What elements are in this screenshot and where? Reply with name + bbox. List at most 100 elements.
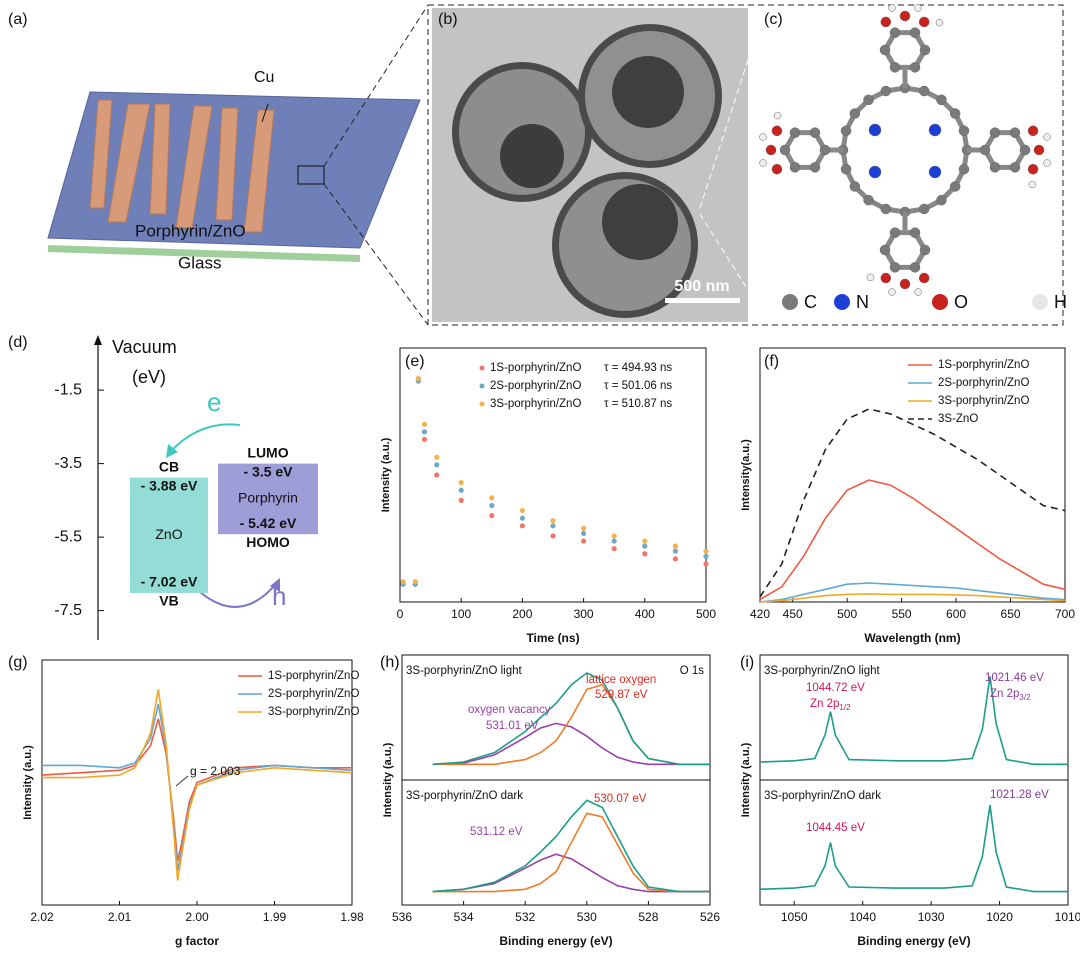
data-point: [672, 543, 679, 549]
atom: [1033, 144, 1045, 156]
x-axis-label: Time (ns): [526, 631, 579, 645]
x-tick-label: 2.02: [30, 910, 54, 924]
atom: [1043, 133, 1051, 141]
annotation: 1044.45 eV: [806, 822, 865, 834]
hole-label: h: [272, 581, 286, 611]
scale-bar: [665, 298, 740, 303]
substrate-label: Glass: [178, 253, 221, 272]
band-value: - 5.42 eV: [240, 515, 297, 531]
molecule: [759, 4, 1051, 296]
data-point: [489, 502, 495, 509]
data-point: [421, 436, 428, 443]
atom: [958, 163, 970, 175]
arrowhead: [166, 444, 178, 458]
atom: [819, 144, 831, 156]
series-line: [41, 718, 352, 862]
data-point: [400, 579, 406, 585]
data-point: [642, 551, 648, 557]
atom: [779, 144, 791, 156]
x-tick-label: 600: [946, 607, 966, 621]
atom: [1027, 163, 1039, 175]
atom: [899, 10, 911, 22]
series-line: [432, 853, 710, 893]
legend-lifetime: τ = 510.87 ns: [604, 398, 672, 410]
x-tick-label: 100: [451, 607, 471, 621]
subplot-title: 3S-porphyrin/ZnO dark: [764, 790, 881, 802]
atom: [849, 108, 861, 119]
x-axis-label: g factor: [175, 934, 219, 948]
legend-atom: [782, 294, 798, 310]
data-point: [519, 507, 526, 514]
legend-text: 3S-porphyrin/ZnO: [490, 398, 581, 410]
electrode-label: Cu: [254, 69, 274, 86]
legend-text: 1S-porphyrin/ZnO: [938, 359, 1029, 371]
atom: [773, 111, 782, 120]
axis-arrow: [94, 335, 102, 345]
atom: [759, 159, 767, 167]
y-axis-label: Intensity (a.u.): [380, 437, 392, 512]
atom: [1028, 180, 1037, 189]
atom: [909, 27, 921, 38]
atom: [765, 144, 777, 156]
annotation-arrow: [175, 775, 189, 787]
panel-label: (d): [8, 334, 28, 351]
legend-text: 1S-porphyrin/ZnO: [490, 362, 581, 374]
annotation: Zn 2p1/2: [810, 698, 851, 712]
data-point: [434, 454, 440, 460]
legend-atom: [834, 294, 850, 310]
annotation-sub: 1/2: [839, 703, 851, 712]
x-tick-label: 528: [638, 910, 658, 924]
atom: [928, 123, 942, 137]
atom: [880, 85, 892, 97]
subplot-title: 3S-porphyrin/ZnO light: [764, 665, 880, 677]
series-line: [759, 676, 1068, 766]
y-tick-label: -3.5: [54, 455, 82, 472]
legend-text: N: [856, 292, 869, 312]
panel-label: (e): [405, 353, 425, 370]
atom: [880, 272, 892, 284]
data-point: [703, 561, 709, 567]
x-tick-label: 2.01: [108, 910, 132, 924]
zoom-line: [699, 213, 749, 291]
x-tick-label: 0: [397, 607, 404, 621]
series-line: [432, 799, 710, 893]
x-axis-label: Wavelength (nm): [864, 631, 960, 645]
band-name: ZnO: [155, 526, 182, 542]
band-edge-name: HOMO: [246, 534, 290, 550]
atom: [866, 273, 875, 282]
atom: [909, 262, 921, 273]
atom: [888, 288, 896, 296]
x-tick-label: 532: [515, 910, 535, 924]
data-point: [415, 375, 421, 382]
data-point: [672, 548, 679, 554]
axis-title: Vacuum: [112, 337, 177, 357]
atom: [888, 4, 896, 12]
annotation: 1021.28 eV: [990, 789, 1049, 801]
data-point: [458, 487, 464, 493]
annotation-sub: 3/2: [1019, 693, 1031, 702]
hole-arrow: [199, 584, 276, 608]
zoom-line: [699, 59, 749, 209]
series-line: [759, 804, 1068, 893]
panel-label: (b): [438, 11, 458, 28]
electron-arrow: [169, 423, 241, 453]
plot-frame: [759, 347, 1066, 603]
band-edge-name: VB: [159, 593, 178, 609]
data-point: [703, 553, 709, 559]
x-tick-label: 1.99: [263, 910, 287, 924]
atom: [789, 127, 801, 138]
x-tick-label: 300: [574, 607, 594, 621]
atom: [914, 288, 922, 296]
atom: [899, 278, 911, 290]
annotation: oxygen vacancy: [468, 704, 551, 716]
data-point: [489, 513, 495, 519]
atom: [1009, 127, 1021, 138]
y-axis-label: Intensity (a.u.): [22, 745, 34, 820]
atom: [759, 133, 767, 141]
atom: [889, 27, 901, 38]
data-point: [550, 518, 556, 524]
x-tick-label: 530: [577, 910, 597, 924]
atom: [809, 162, 821, 173]
band: [218, 463, 318, 535]
